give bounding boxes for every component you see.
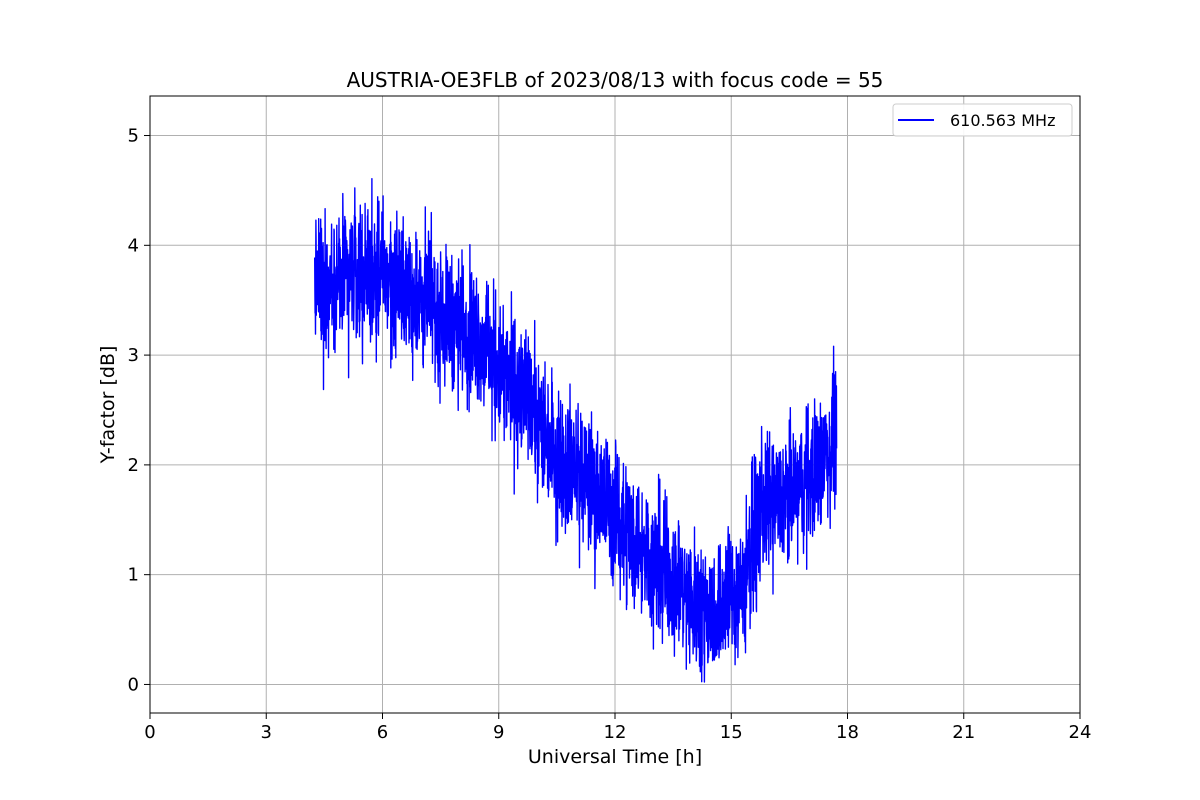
x-tick-label: 24 xyxy=(1069,722,1092,743)
y-tick-label: 2 xyxy=(128,455,139,476)
y-axis-label: Y-factor [dB] xyxy=(97,346,119,465)
series-line-610-563-mhz xyxy=(314,178,838,683)
x-axis-label: Universal Time [h] xyxy=(528,746,702,768)
x-tick-label: 18 xyxy=(836,722,859,743)
x-tick-label: 6 xyxy=(377,722,388,743)
x-tick-label: 12 xyxy=(604,722,627,743)
chart-title: AUSTRIA-OE3FLB of 2023/08/13 with focus … xyxy=(347,68,884,92)
x-tick-label: 21 xyxy=(952,722,975,743)
y-tick-label: 0 xyxy=(128,674,139,695)
series-layer xyxy=(314,178,838,683)
y-tick-label: 5 xyxy=(128,126,139,147)
y-tick-label: 3 xyxy=(128,345,139,366)
legend-label: 610.563 MHz xyxy=(950,111,1055,130)
y-tick-label: 1 xyxy=(128,565,139,586)
legend-box xyxy=(892,103,1073,137)
x-tick-label: 9 xyxy=(493,722,504,743)
y-tick-label: 4 xyxy=(128,235,139,256)
legend: 610.563 MHz xyxy=(892,103,1073,137)
x-tick-label: 15 xyxy=(720,722,743,743)
x-tick-label: 0 xyxy=(144,722,155,743)
x-tick-label: 3 xyxy=(261,722,272,743)
